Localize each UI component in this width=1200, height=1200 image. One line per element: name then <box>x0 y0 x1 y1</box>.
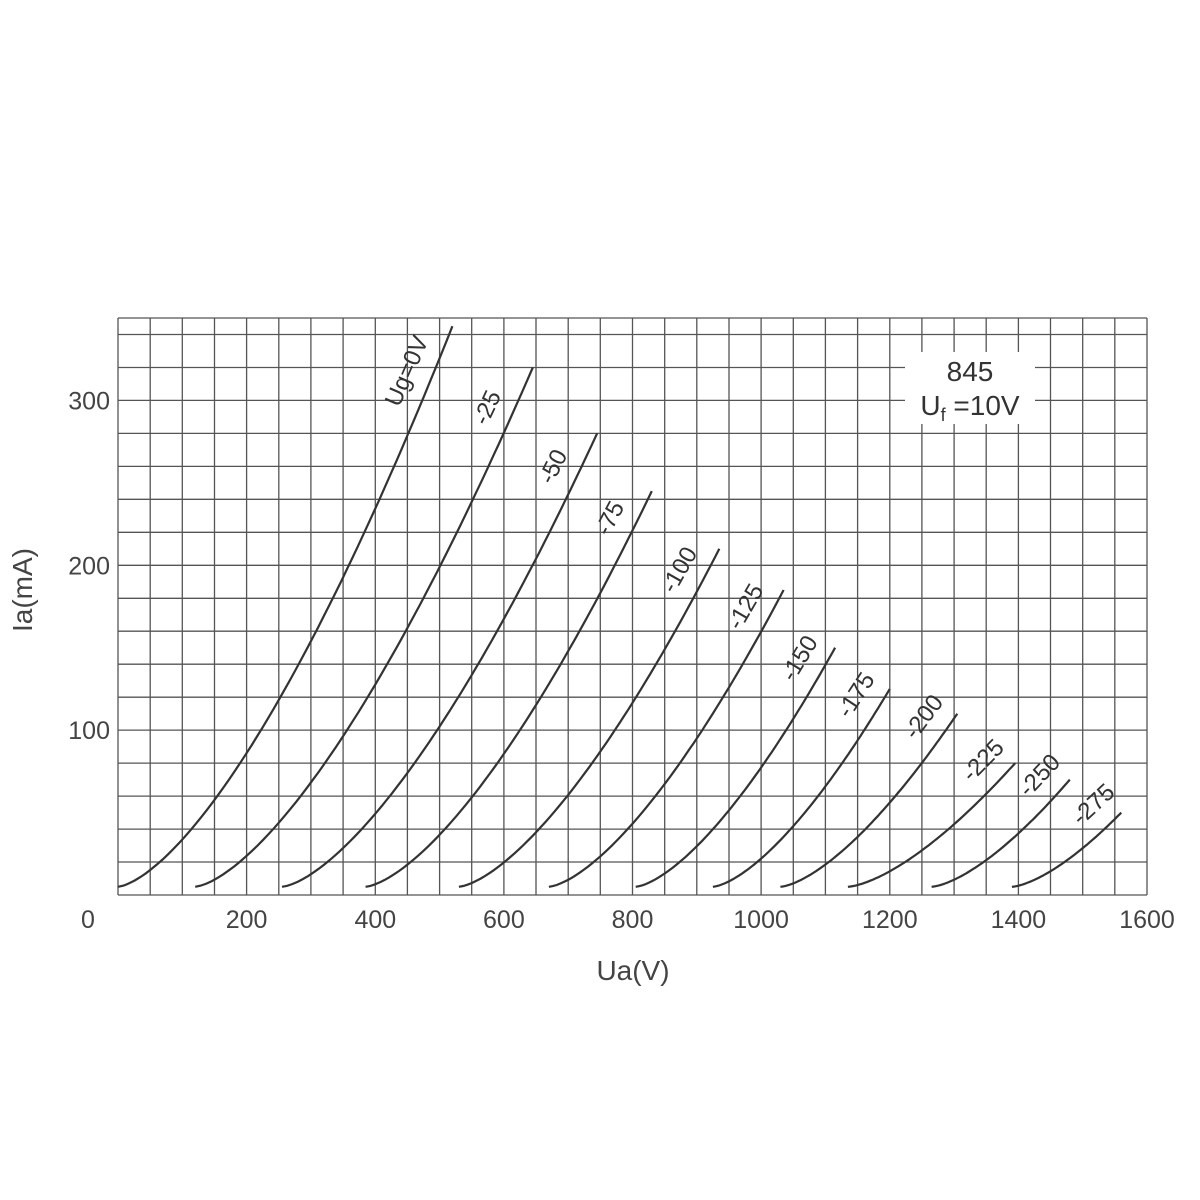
curve-series-1 <box>194 367 534 888</box>
grid <box>117 317 1148 896</box>
curve-label: Ug=0V <box>380 332 434 411</box>
curve-series-6 <box>635 647 837 888</box>
x-tick-label: 1200 <box>862 906 918 934</box>
x-tick-label: 1400 <box>991 906 1047 934</box>
curve-series-4 <box>458 548 721 888</box>
curves <box>117 325 1123 888</box>
curve-label: -150 <box>776 631 824 686</box>
curve-series-7 <box>712 688 891 888</box>
curve-label: -100 <box>656 542 703 597</box>
curve-label: -275 <box>1067 778 1121 830</box>
x-tick-labels: 0 200 400 600 800 1000 1200 1400 1600 <box>81 906 1175 934</box>
x-axis-title: Ua(V) <box>596 955 669 986</box>
x-tick-label: 400 <box>354 906 396 934</box>
curve-label: -25 <box>468 386 507 429</box>
x-tick-label: 0 <box>81 906 95 934</box>
curve-series-2 <box>281 432 599 888</box>
x-tick-label: 200 <box>226 906 268 934</box>
curve-series-9 <box>847 762 1017 888</box>
y-axis-title: Ia(mA) <box>7 548 38 632</box>
curve-series-3 <box>365 490 653 888</box>
x-tick-label: 800 <box>612 906 654 934</box>
filament-voltage-label: Uf =10V <box>920 390 1020 425</box>
curve-label: -75 <box>590 497 630 540</box>
x-tick-label: 1000 <box>733 906 789 934</box>
curve-series-0 <box>117 325 454 888</box>
annotation-background <box>905 352 1035 424</box>
tube-annotation: 845 Uf =10V <box>905 352 1035 425</box>
curve-series-8 <box>780 713 959 888</box>
curve-series-10 <box>931 778 1071 888</box>
x-tick-label: 600 <box>483 906 525 934</box>
y-tick-labels: 100 200 300 <box>68 387 110 745</box>
x-tick-label: 1600 <box>1119 906 1175 934</box>
curve-series-5 <box>548 589 785 888</box>
curve-series-11 <box>1011 811 1123 888</box>
y-tick-label: 200 <box>68 552 110 580</box>
y-tick-label: 100 <box>68 717 110 745</box>
y-tick-label: 300 <box>68 387 110 415</box>
curve-label: -50 <box>534 445 574 488</box>
tube-type-label: 845 <box>947 356 994 387</box>
